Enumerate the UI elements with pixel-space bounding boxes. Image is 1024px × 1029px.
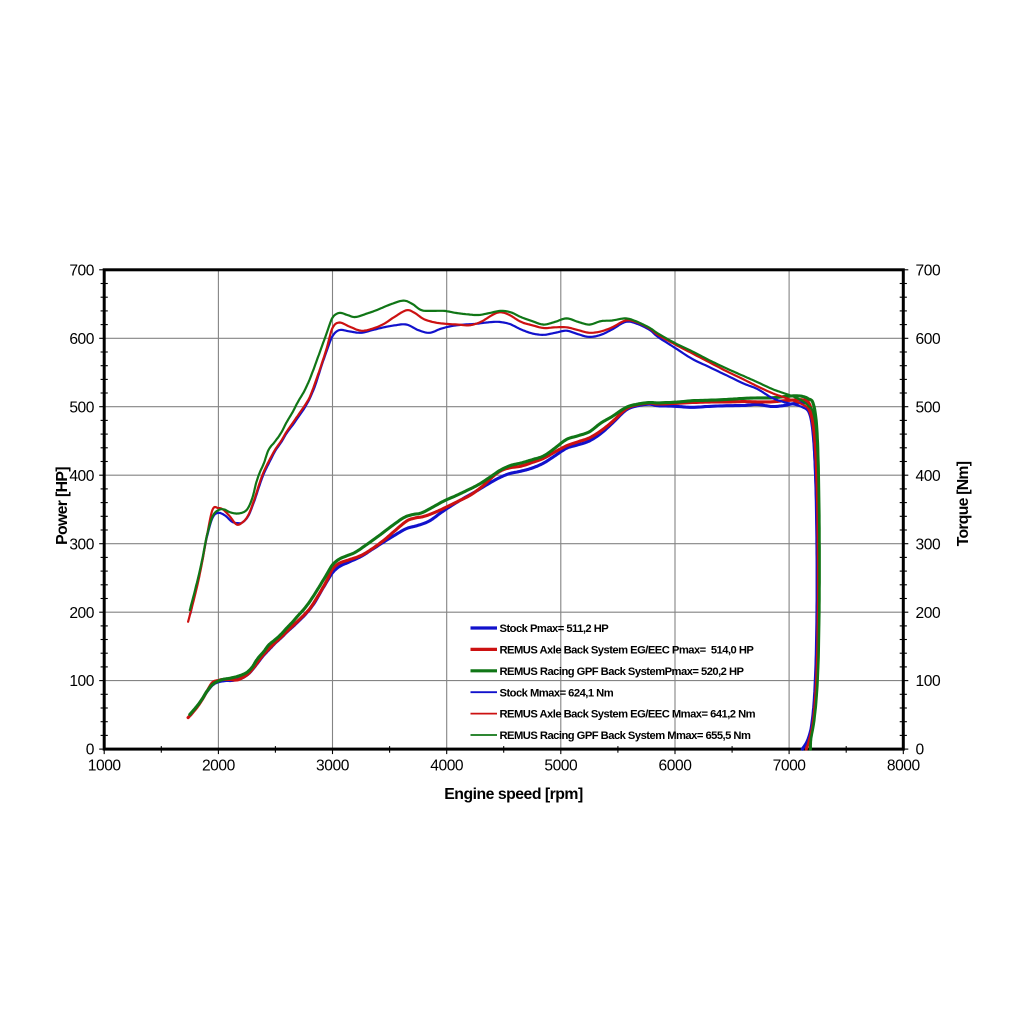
svg-text:200: 200 <box>69 605 94 622</box>
svg-text:0: 0 <box>86 742 95 759</box>
svg-text:700: 700 <box>916 262 941 279</box>
svg-text:500: 500 <box>916 399 941 416</box>
svg-text:4000: 4000 <box>430 758 464 775</box>
svg-text:100: 100 <box>69 673 94 690</box>
svg-text:Engine speed [rpm]: Engine speed [rpm] <box>444 786 583 803</box>
svg-text:Power [HP]: Power [HP] <box>54 467 71 545</box>
svg-text:1000: 1000 <box>88 758 122 775</box>
svg-text:5000: 5000 <box>544 758 578 775</box>
svg-text:Stock Pmax= 511,2 HP: Stock Pmax= 511,2 HP <box>500 623 610 635</box>
svg-text:Stock Mmax= 624,1 Nm: Stock Mmax= 624,1 Nm <box>500 687 614 699</box>
svg-text:700: 700 <box>69 262 94 279</box>
svg-text:2000: 2000 <box>202 758 236 775</box>
svg-text:200: 200 <box>916 605 941 622</box>
svg-text:8000: 8000 <box>887 758 921 775</box>
svg-text:600: 600 <box>916 331 941 348</box>
svg-text:REMUS Racing GPF Back SystemPm: REMUS Racing GPF Back SystemPmax= 520,2 … <box>500 666 745 678</box>
svg-text:300: 300 <box>69 536 94 553</box>
svg-text:400: 400 <box>69 468 94 485</box>
svg-text:500: 500 <box>69 399 94 416</box>
svg-text:Torque [Nm]: Torque [Nm] <box>955 461 972 546</box>
svg-text:0: 0 <box>916 742 925 759</box>
svg-text:REMUS Axle Back System EG/EEC: REMUS Axle Back System EG/EEC Mmax= 641,… <box>500 709 756 721</box>
svg-text:100: 100 <box>916 673 941 690</box>
svg-text:3000: 3000 <box>316 758 350 775</box>
svg-text:600: 600 <box>69 331 94 348</box>
svg-text:300: 300 <box>916 536 941 553</box>
svg-text:7000: 7000 <box>773 758 807 775</box>
svg-text:REMUS Racing GPF Back System M: REMUS Racing GPF Back System Mmax= 655,5… <box>500 730 751 742</box>
svg-text:6000: 6000 <box>659 758 693 775</box>
svg-text:400: 400 <box>916 468 941 485</box>
svg-text:REMUS Axle Back System EG/EEC: REMUS Axle Back System EG/EEC Pmax= 514,… <box>500 645 755 657</box>
